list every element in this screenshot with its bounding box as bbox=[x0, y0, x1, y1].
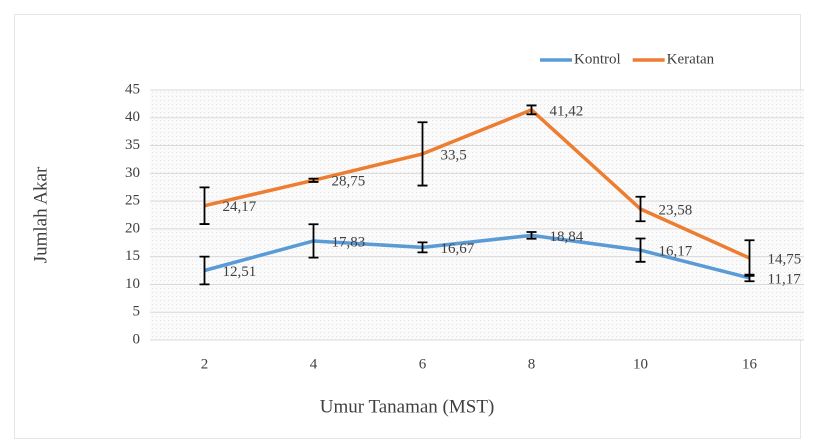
error-bar bbox=[417, 241, 428, 254]
error-bar bbox=[308, 223, 319, 259]
y-tick-label: 0 bbox=[133, 331, 141, 347]
data-label: 11,17 bbox=[768, 271, 802, 287]
series-line bbox=[204, 108, 751, 260]
data-label: 17,83 bbox=[332, 234, 366, 250]
y-tick-label: 25 bbox=[125, 193, 140, 209]
data-label: 41,42 bbox=[550, 103, 584, 119]
y-tick-label: 40 bbox=[125, 109, 140, 125]
data-label: 33,5 bbox=[441, 147, 467, 163]
error-bar bbox=[199, 255, 210, 286]
y-tick-label: 20 bbox=[125, 220, 140, 236]
data-label: 14,75 bbox=[768, 251, 802, 267]
y-tick-label: 30 bbox=[125, 165, 140, 181]
data-label: 28,75 bbox=[332, 174, 366, 190]
data-label: 12,51 bbox=[223, 264, 257, 280]
data-label: 23,58 bbox=[659, 202, 693, 218]
x-tick-label: 4 bbox=[310, 356, 318, 372]
error-bar bbox=[199, 186, 210, 225]
data-label: 24,17 bbox=[223, 199, 257, 215]
error-bar bbox=[526, 231, 537, 240]
y-axis-title: Jumlah Akar bbox=[30, 166, 51, 263]
data-label: 16,17 bbox=[659, 244, 693, 260]
x-tick-label: 6 bbox=[419, 356, 427, 372]
x-tick-label: 10 bbox=[633, 356, 648, 372]
y-tick-label: 5 bbox=[133, 304, 141, 320]
x-tick-label: 8 bbox=[528, 356, 536, 372]
y-tick-label: 15 bbox=[125, 248, 140, 264]
y-tick-label: 10 bbox=[125, 276, 140, 292]
x-axis-title: Umur Tanaman (MST) bbox=[320, 396, 495, 417]
error-bar bbox=[635, 195, 646, 223]
error-bar bbox=[744, 239, 755, 277]
series-line bbox=[204, 233, 750, 280]
legend-label: Kontrol bbox=[574, 51, 621, 67]
data-label: 16,67 bbox=[441, 241, 475, 257]
legend-label: Keratan bbox=[667, 51, 715, 67]
y-tick-label: 35 bbox=[125, 137, 140, 153]
error-bar bbox=[417, 121, 428, 187]
y-tick-label: 45 bbox=[125, 81, 140, 97]
error-bar bbox=[635, 237, 646, 263]
x-tick-label: 2 bbox=[201, 356, 209, 372]
x-tick-label: 16 bbox=[742, 356, 758, 372]
error-bar bbox=[308, 177, 319, 183]
data-label: 18,84 bbox=[550, 229, 584, 245]
error-bar bbox=[526, 104, 537, 116]
